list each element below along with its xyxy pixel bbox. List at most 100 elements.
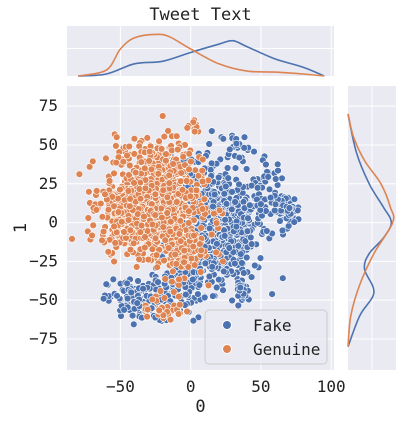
data-point [161,275,169,283]
data-point [160,256,168,265]
data-point [232,139,241,148]
y-tick-label: −50 [29,290,58,309]
legend: Fake Genuine [204,309,328,365]
y-tick-label: 0 [48,213,58,232]
data-point [240,269,248,277]
data-point [151,190,160,199]
data-point [176,301,184,309]
data-point [175,275,183,284]
data-point [209,292,217,300]
data-point [235,153,244,162]
data-point [159,112,167,120]
data-point [137,158,146,166]
data-point [88,231,96,240]
x-tick-label: 100 [317,377,346,396]
legend-label-genuine: Genuine [253,340,320,359]
data-point [224,174,232,182]
data-point [98,213,107,221]
data-point [196,240,204,248]
data-point [173,198,181,206]
data-point [139,285,147,293]
data-point [219,257,227,266]
data-point [221,216,229,224]
data-point [191,261,199,269]
data-point [144,255,153,264]
data-point [113,292,121,300]
data-point [213,283,221,292]
data-point [189,118,198,126]
data-point [148,245,157,253]
data-point [134,210,142,218]
data-point [124,187,133,195]
data-point [164,127,172,135]
data-point [105,177,114,185]
data-point [158,213,166,222]
data-point [215,206,224,215]
data-point [185,150,193,158]
data-point [166,227,175,236]
data-point [274,160,282,169]
data-point [141,164,149,173]
data-point [205,272,214,281]
data-point [174,145,182,154]
data-point [126,226,135,234]
legend-marker-fake [222,320,232,330]
data-point [170,288,178,296]
data-point [197,224,205,232]
data-point [241,237,250,245]
data-point [238,259,246,267]
data-point [199,155,207,164]
data-point [197,268,205,276]
data-point [130,135,139,143]
data-point [110,222,118,231]
data-point [154,170,163,178]
data-point [228,296,236,305]
data-point [153,263,161,271]
data-point [111,239,119,247]
data-point [257,200,265,208]
data-point [198,166,207,175]
data-point [125,171,133,179]
data-point [256,254,265,262]
data-point [243,227,252,235]
data-point [147,165,156,174]
data-point [253,184,262,192]
data-point [234,242,243,250]
data-point [237,250,245,258]
data-point [198,205,207,213]
data-point [231,198,239,206]
data-point [143,313,151,321]
data-point [112,133,121,141]
data-point [160,132,169,141]
data-point [99,295,108,303]
legend-box [204,309,328,365]
data-point [123,294,132,303]
data-point [159,223,168,231]
data-point [159,186,167,194]
data-point [208,263,216,271]
data-point [279,274,287,282]
data-point [173,132,181,140]
data-point [208,127,216,135]
kde-x-fake [78,39,325,77]
data-point [177,169,185,177]
data-point [167,218,175,226]
data-point [212,248,220,257]
data-point [84,214,93,222]
data-point [102,280,111,288]
kde-x-genuine [78,33,325,77]
data-point [210,190,219,199]
data-point [162,150,170,158]
data-point [110,169,118,178]
data-point [222,182,230,191]
data-point [175,230,184,238]
data-point [177,237,185,245]
data-point [127,288,136,297]
data-point [133,299,141,307]
data-point [191,127,199,136]
data-point [118,218,126,226]
data-point [273,181,282,189]
data-point [183,307,191,316]
data-point [223,164,232,172]
data-point [247,233,255,242]
